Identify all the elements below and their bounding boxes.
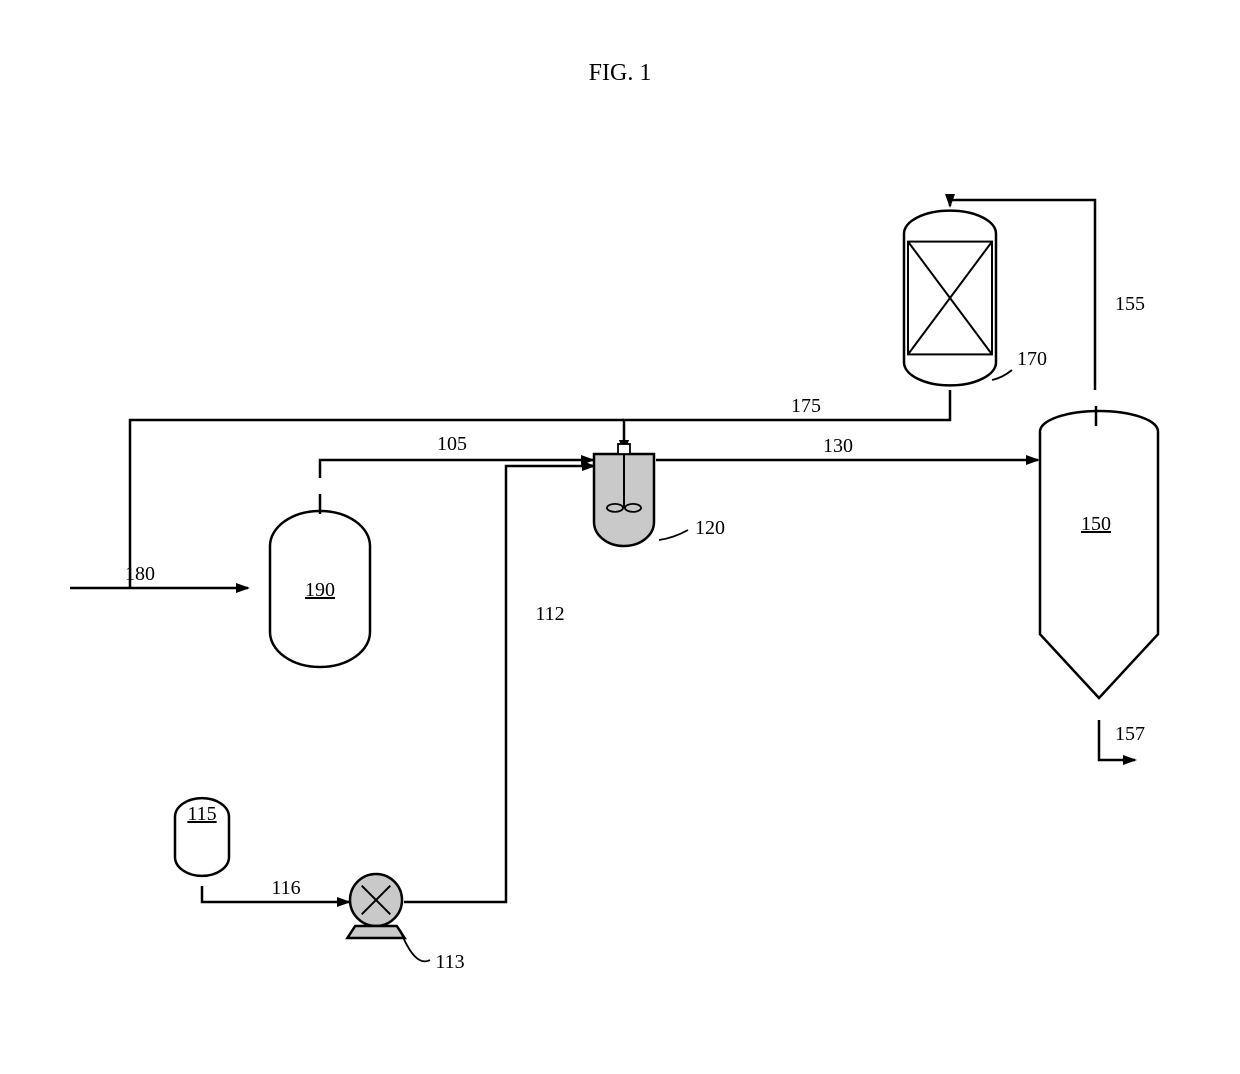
stream-label-s105: 105	[437, 433, 467, 455]
process-flow-diagram: FIG. 11801051751301551571161121901151201…	[0, 0, 1240, 1069]
node-label-tank_115: 115	[187, 803, 216, 825]
stream-label-s112: 112	[535, 603, 564, 625]
node-label-pump_113: 113	[435, 951, 464, 973]
stream-label-s155: 155	[1115, 293, 1145, 315]
stream-label-s175_in: 175	[791, 395, 821, 417]
node-label-mixer_120: 120	[695, 517, 725, 539]
figure-title: FIG. 1	[589, 60, 652, 86]
separator-150	[1040, 411, 1158, 698]
node-label-tank_190: 190	[305, 579, 335, 601]
stream-label-s116: 116	[271, 877, 300, 899]
stream-label-s157: 157	[1115, 723, 1145, 745]
node-label-separator_150: 150	[1081, 513, 1111, 535]
node-label-column_170: 170	[1017, 348, 1047, 370]
stream-label-s130: 130	[823, 435, 853, 457]
